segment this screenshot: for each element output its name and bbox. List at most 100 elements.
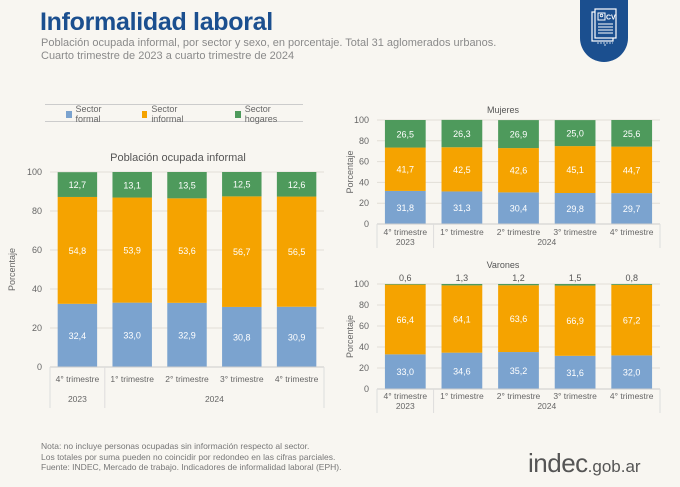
footnotes: Nota: no incluye personas ocupadas sin i… xyxy=(41,441,341,473)
data-label: 56,7 xyxy=(233,247,251,257)
data-label: 1,3 xyxy=(456,273,469,283)
x-tick-label: 4° trimestre xyxy=(56,374,100,384)
data-label: 13,5 xyxy=(178,181,196,191)
cv-text: CV xyxy=(606,15,616,22)
data-label: 1,2 xyxy=(512,273,525,283)
bar-segment xyxy=(57,196,98,304)
legend-label: Sector informal xyxy=(151,104,184,124)
data-label: 12,6 xyxy=(288,180,306,190)
data-label: 53,6 xyxy=(178,246,196,256)
bar-segment xyxy=(441,147,483,192)
y-tick-label: 40 xyxy=(359,177,369,187)
data-label: 13,1 xyxy=(123,180,141,190)
data-label: 64,1 xyxy=(453,315,471,325)
data-label: 66,9 xyxy=(566,316,584,326)
chart-title: Varones xyxy=(487,260,520,270)
x-tick-label: 2° trimestre xyxy=(497,391,541,401)
bar-segment xyxy=(112,197,152,303)
logo-suffix: .gob.ar xyxy=(587,457,641,476)
bar-segment xyxy=(554,284,596,286)
year-group-label: 2024 xyxy=(537,237,556,247)
year-group-label: 2023 xyxy=(68,394,87,404)
y-tick-label: 0 xyxy=(364,384,369,394)
note-line: Los totales por suma pueden no coincidir… xyxy=(41,451,336,462)
y-tick-label: 60 xyxy=(32,245,42,255)
bar-segment xyxy=(554,120,596,147)
bar-segment xyxy=(276,306,317,367)
y-axis-label: Porcentaje xyxy=(345,315,355,358)
data-label: 42,6 xyxy=(510,166,528,176)
chart-mujeres: Mujeres 0 20 40 60 80 100 Porcentaje 31,8 41,7 26,… xyxy=(345,105,661,248)
data-label: 26,5 xyxy=(397,129,415,139)
legend-swatch-formal xyxy=(66,110,72,118)
year-group-label: 2024 xyxy=(205,394,224,404)
x-tick-label: 4° trimestre xyxy=(384,391,428,401)
data-label: 30,4 xyxy=(510,204,528,214)
data-label: 41,7 xyxy=(397,165,415,175)
data-label: 31,6 xyxy=(566,368,584,378)
chart-legend: Sector formal Sector informal Sector hog… xyxy=(45,104,303,124)
data-label: 1,5 xyxy=(569,273,582,283)
bar-segment xyxy=(554,146,596,194)
bar-segment xyxy=(57,172,98,197)
bar-segment xyxy=(554,285,596,356)
x-tick-label: 2° trimestre xyxy=(497,227,541,237)
bar-segment xyxy=(441,285,483,353)
bar-segment xyxy=(384,354,426,389)
data-label: 32,0 xyxy=(623,368,641,378)
data-label: 45,1 xyxy=(566,165,584,175)
cv-document-icon: CV xyxy=(591,8,617,46)
bar-segment xyxy=(611,146,653,194)
bar-segment xyxy=(441,191,483,224)
bar-segment xyxy=(222,172,262,197)
data-label: 26,9 xyxy=(510,130,528,140)
bar-segment xyxy=(554,193,596,224)
legend-item-informal: Sector informal xyxy=(141,104,199,124)
y-tick-label: 60 xyxy=(359,321,369,331)
bar-segment xyxy=(112,302,152,367)
bar-segment xyxy=(611,284,653,285)
x-tick-label: 3° trimestre xyxy=(220,374,264,384)
data-label: 0,6 xyxy=(399,273,412,283)
y-tick-label: 20 xyxy=(359,363,369,373)
bar-segment xyxy=(384,190,426,224)
bar-segment xyxy=(167,198,207,303)
chart-title: Mujeres xyxy=(487,105,520,115)
data-label: 53,9 xyxy=(123,246,141,256)
subtitle-line-2: Cuarto trimestre de 2023 a cuarto trimes… xyxy=(41,50,295,62)
data-label: 34,6 xyxy=(453,366,471,376)
legend-item-hogares: Sector hogares xyxy=(235,104,293,124)
bar-segment xyxy=(384,120,426,148)
y-axis-label: Porcentaje xyxy=(7,248,17,291)
bar-segment xyxy=(498,120,539,149)
data-label: 44,7 xyxy=(623,165,641,175)
bar-segment xyxy=(498,352,539,389)
y-tick-label: 80 xyxy=(359,136,369,146)
bar-segment xyxy=(498,148,539,193)
y-tick-label: 80 xyxy=(359,300,369,310)
data-label: 29,7 xyxy=(623,204,641,214)
bar-segment xyxy=(611,193,653,224)
bar-segment xyxy=(611,284,653,356)
legend-swatch-hogares xyxy=(235,110,241,118)
data-label: 33,0 xyxy=(123,330,141,340)
data-label: 32,9 xyxy=(178,330,196,340)
bar-segment xyxy=(276,172,317,197)
bar-segment xyxy=(554,355,596,389)
y-tick-label: 20 xyxy=(32,323,42,333)
bar-segment xyxy=(498,284,539,286)
data-label: 26,3 xyxy=(453,129,471,139)
note-line: Nota: no incluye personas ocupadas sin i… xyxy=(41,441,310,451)
bar-segment xyxy=(384,147,426,191)
bar-segment xyxy=(441,119,483,148)
bar-segment xyxy=(276,196,317,307)
data-label: 33,0 xyxy=(397,367,415,377)
year-group-label: 2023 xyxy=(396,401,415,411)
y-tick-label: 40 xyxy=(32,284,42,294)
x-tick-label: 3° trimestre xyxy=(553,391,597,401)
bar-segment xyxy=(611,120,653,147)
x-tick-label: 3° trimestre xyxy=(553,227,597,237)
bar-segment xyxy=(222,306,262,367)
subtitle-line-1: Población ocupada informal, por sector y… xyxy=(41,37,497,49)
data-label: 32,4 xyxy=(69,331,87,341)
